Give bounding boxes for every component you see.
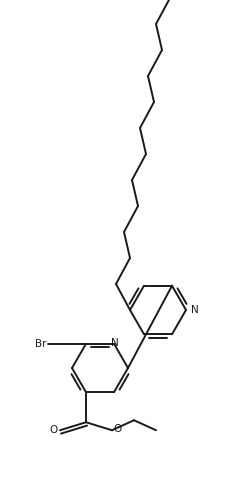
Text: N: N [111,338,119,348]
Text: O: O [50,425,58,435]
Text: Br: Br [34,339,46,349]
Text: O: O [113,424,121,434]
Text: N: N [191,305,199,315]
